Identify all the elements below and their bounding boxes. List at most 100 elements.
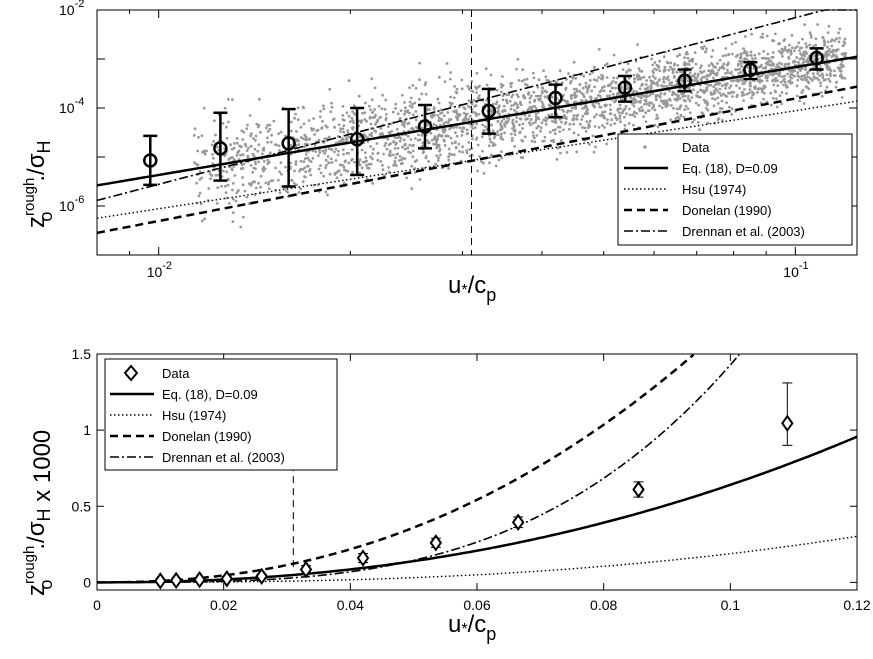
scatter-point: [475, 91, 479, 94]
scatter-point: [216, 173, 220, 177]
scatter-point: [664, 105, 668, 109]
scatter-point: [619, 97, 623, 101]
scatter-point: [259, 174, 263, 178]
scatter-point: [410, 105, 414, 109]
scatter-point: [337, 169, 341, 173]
scatter-point: [795, 56, 798, 59]
scatter-point: [696, 121, 700, 124]
scatter-point: [718, 81, 722, 85]
scatter-point: [712, 76, 715, 80]
scatter-point: [235, 137, 239, 140]
scatter-point: [629, 96, 632, 100]
scatter-point: [330, 148, 334, 152]
scatter-point: [635, 112, 639, 115]
scatter-point: [257, 181, 260, 185]
scatter-point: [465, 132, 469, 135]
scatter-point: [738, 78, 742, 82]
scatter-point: [393, 162, 397, 166]
scatter-point: [533, 136, 536, 140]
scatter-point: [435, 140, 438, 144]
scatter-point: [532, 90, 536, 94]
scatter-point: [338, 130, 342, 133]
scatter-point: [558, 69, 562, 73]
scatter-point: [437, 116, 441, 120]
scatter-point: [779, 80, 783, 84]
scatter-point: [728, 86, 731, 90]
scatter-point: [675, 107, 679, 111]
scatter-point: [266, 130, 270, 133]
scatter-point: [648, 104, 651, 107]
scatter-point: [718, 91, 721, 95]
scatter-point: [387, 166, 391, 169]
scatter-point: [575, 114, 579, 118]
scatter-point: [471, 137, 474, 141]
scatter-point: [588, 72, 592, 76]
scatter-point: [554, 128, 557, 132]
scatter-point: [322, 107, 326, 111]
scatter-point: [572, 118, 576, 121]
scatter-point: [757, 87, 761, 90]
scatter-point: [466, 104, 470, 108]
scatter-point: [771, 51, 775, 54]
scatter-point: [787, 62, 791, 66]
scatter-point: [672, 91, 675, 95]
scatter-point: [277, 144, 281, 148]
scatter-point: [241, 153, 245, 157]
scatter-point: [454, 131, 457, 135]
scatter-point: [257, 143, 261, 147]
scatter-point: [826, 45, 829, 49]
scatter-point: [487, 144, 491, 148]
scatter-point: [324, 166, 328, 170]
scatter-point: [571, 106, 574, 110]
scatter-point: [358, 171, 362, 175]
scatter-point: [328, 161, 331, 165]
scatter-point: [788, 75, 792, 79]
scatter-point: [700, 46, 703, 49]
scatter-point: [371, 152, 375, 155]
scatter-point: [505, 98, 508, 102]
scatter-point: [580, 92, 584, 95]
scatter-point: [535, 126, 539, 130]
scatter-point: [609, 82, 613, 85]
scatter-point: [427, 160, 430, 163]
scatter-point: [608, 112, 612, 116]
bottom-legend-label-drennan: Drennan et al. (2003): [162, 450, 285, 465]
scatter-point: [446, 111, 450, 114]
scatter-point: [361, 111, 364, 115]
scatter-point: [814, 37, 818, 41]
scatter-point: [699, 89, 703, 92]
bottom-legend: Data Eq. (18), D=0.09 Hsu (1974) Donelan…: [104, 358, 338, 471]
scatter-point: [304, 170, 308, 174]
scatter-point: [406, 146, 410, 150]
top-y-tick-label: 10-4: [59, 96, 84, 116]
scatter-point: [408, 100, 412, 104]
scatter-point: [401, 145, 404, 149]
scatter-point: [716, 96, 720, 100]
scatter-point: [510, 104, 513, 107]
scatter-point: [766, 76, 769, 79]
scatter-point: [253, 147, 257, 151]
scatter-point: [799, 67, 803, 71]
scatter-point: [410, 164, 414, 168]
scatter-point: [829, 39, 833, 43]
scatter-point: [730, 107, 734, 111]
scatter-point: [757, 52, 761, 56]
scatter-point: [323, 137, 327, 141]
scatter-point: [678, 107, 681, 110]
scatter-point: [558, 130, 562, 133]
scatter-point: [257, 123, 261, 127]
scatter-point: [546, 117, 549, 120]
scatter-point: [675, 112, 679, 115]
scatter-point: [692, 118, 696, 121]
scatter-point: [531, 71, 535, 75]
scatter-point: [601, 74, 605, 78]
scatter-point: [732, 90, 736, 94]
scatter-point: [706, 101, 710, 105]
scatter-point: [202, 106, 206, 110]
scatter-point: [317, 154, 320, 158]
scatter-point: [409, 138, 413, 141]
scatter-point: [230, 168, 234, 172]
scatter-point: [750, 32, 753, 36]
scatter-point: [749, 54, 753, 57]
scatter-point: [627, 76, 631, 80]
